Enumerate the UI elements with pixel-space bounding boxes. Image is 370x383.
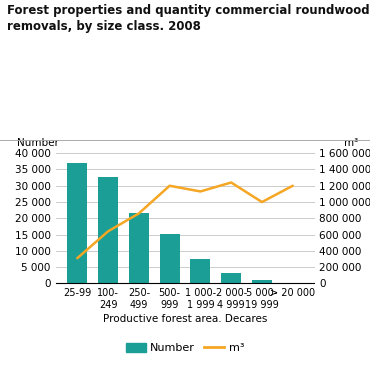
- Text: Number: Number: [17, 138, 58, 148]
- Bar: [98, 177, 118, 283]
- Text: m³: m³: [344, 138, 359, 148]
- Bar: [159, 234, 179, 283]
- Bar: [67, 163, 87, 283]
- Bar: [129, 213, 149, 283]
- Bar: [221, 273, 241, 283]
- Bar: [191, 259, 211, 283]
- Bar: [252, 280, 272, 283]
- X-axis label: Productive forest area. Decares: Productive forest area. Decares: [103, 314, 267, 324]
- Legend: Number, m³: Number, m³: [121, 339, 249, 358]
- Text: Forest properties and quantity commercial roundwood
removals, by size class. 200: Forest properties and quantity commercia…: [7, 4, 370, 33]
